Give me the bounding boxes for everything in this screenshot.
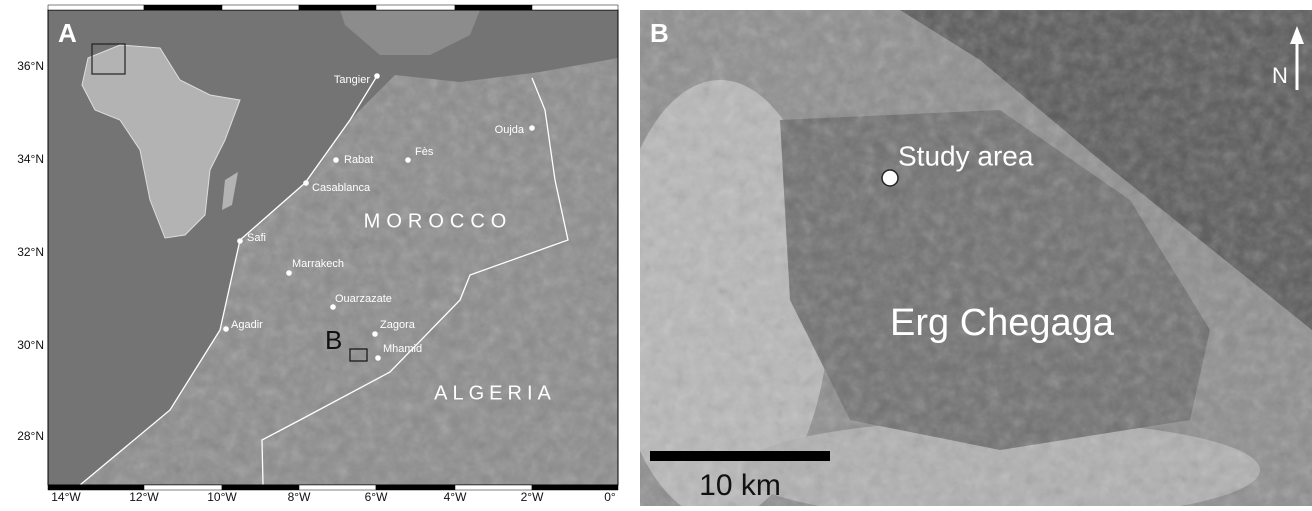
city-label: Ouarzazate: [335, 293, 392, 305]
frame-segment: [376, 5, 455, 10]
figure: A MOROCCO ALGERIA B Tangier Oujda Rabat Fès…: [0, 0, 1312, 506]
frame-segment: [455, 5, 532, 10]
panel-label: A: [58, 18, 77, 48]
lon-label: 10°W: [207, 490, 237, 504]
frame-segment: [48, 5, 144, 10]
city-label: Oujda: [495, 124, 525, 136]
frame-segment: [144, 5, 222, 10]
scale-bar: [650, 451, 830, 461]
city-dot: [330, 304, 336, 310]
city-label: Rabat: [344, 154, 373, 166]
lat-label: 36°N: [17, 59, 44, 73]
scale-label: 10 km: [699, 469, 781, 502]
panel-label: B: [650, 18, 669, 48]
frame-segment: [222, 5, 299, 10]
city-dot: [237, 238, 243, 244]
city-dot: [529, 125, 535, 131]
city-label: Zagora: [380, 319, 416, 331]
lon-label: 12°W: [129, 490, 159, 504]
lat-label: 32°N: [17, 245, 44, 259]
city-dot: [303, 180, 309, 186]
lon-label: 6°W: [365, 490, 388, 504]
city-dot: [223, 326, 229, 332]
region-label: Erg Chegaga: [890, 302, 1115, 344]
texture: [640, 10, 1312, 506]
city-label: Fès: [415, 146, 434, 158]
city-dot: [286, 270, 292, 276]
study-site: [882, 170, 898, 186]
lat-label: 34°N: [17, 152, 44, 166]
city-dot: [375, 355, 381, 361]
lon-label: 4°W: [444, 490, 467, 504]
city-label: Marrakech: [292, 258, 344, 270]
lon-label: 0°: [604, 490, 616, 504]
city-dot: [405, 157, 411, 163]
city-dot: [333, 157, 339, 163]
country-label: ALGERIA: [434, 382, 556, 404]
country-label: MOROCCO: [364, 210, 513, 232]
city-dot: [374, 73, 380, 79]
lon-label: 8°W: [288, 490, 311, 504]
north-label: N: [1272, 63, 1288, 88]
lat-label: 30°N: [17, 338, 44, 352]
satellite-image: [610, 10, 1312, 506]
site-label: Study area: [898, 140, 1034, 171]
city-label: Mhamid: [383, 343, 422, 355]
city-label: Casablanca: [312, 182, 371, 194]
lat-label: 28°N: [17, 429, 44, 443]
city-label: Safi: [247, 232, 266, 244]
city-label: Tangier: [334, 74, 370, 86]
city-label: Agadir: [231, 319, 263, 331]
frame-segment: [532, 5, 618, 10]
lon-label: 14°W: [51, 490, 81, 504]
frame-segment: [299, 5, 376, 10]
lon-label: 2°W: [521, 490, 544, 504]
box-label: B: [325, 325, 342, 355]
city-dot: [372, 331, 378, 337]
